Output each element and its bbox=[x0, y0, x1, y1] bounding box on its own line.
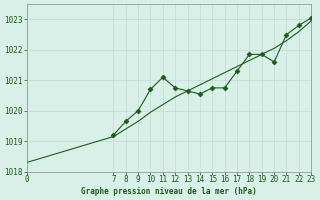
X-axis label: Graphe pression niveau de la mer (hPa): Graphe pression niveau de la mer (hPa) bbox=[81, 187, 257, 196]
